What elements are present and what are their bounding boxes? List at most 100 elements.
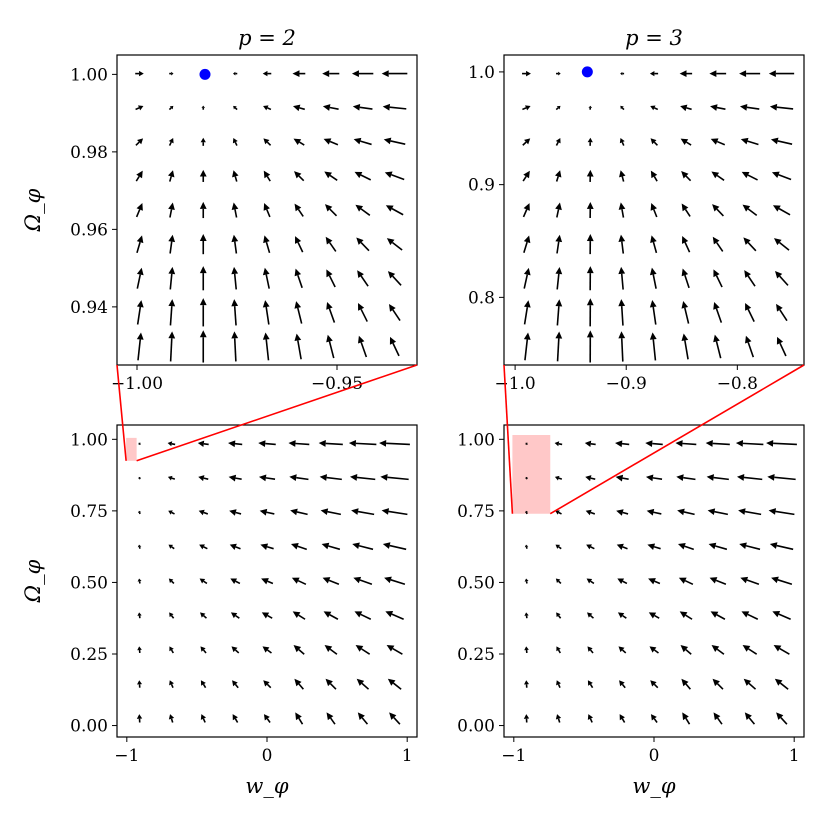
quiver-arrow-head: [294, 203, 302, 212]
quiver-arrow-head: [680, 138, 689, 146]
quiver-arrow-shaft: [716, 717, 723, 725]
quiver-arrow-shaft: [171, 546, 175, 550]
x-tick-label: −1.00: [111, 374, 163, 394]
quiver-arrow-head: [292, 104, 301, 112]
quiver-arrow-shaft: [555, 141, 559, 146]
quiver-arrow-shaft: [357, 510, 375, 516]
quiver-arrow-shaft: [329, 717, 336, 725]
quiver-arrow-head: [325, 678, 333, 687]
quiver-arrow-head: [353, 137, 362, 145]
quiver-arrow-head: [169, 612, 174, 618]
quiver-arrow-head: [168, 299, 176, 307]
quiver-arrow-shaft: [684, 274, 690, 289]
quiver-arrow-head: [357, 270, 364, 278]
quiver-arrow-shaft: [683, 476, 696, 481]
quiver-arrow-head: [232, 138, 238, 144]
quiver-arrow-head: [293, 645, 302, 653]
quiver-arrow-shaft: [235, 580, 241, 585]
quiver-arrow-head: [381, 508, 390, 515]
quiver-arrow-shaft: [556, 209, 560, 218]
quiver-arrow-head: [620, 105, 624, 110]
quiver-arrow-head: [136, 300, 144, 308]
quiver-arrow-head: [136, 267, 144, 276]
quiver-arrow-shaft: [685, 141, 692, 146]
quiver-arrow-head: [706, 474, 715, 481]
quiver-arrow-shaft: [235, 477, 242, 480]
quiver-arrow-shaft: [360, 241, 370, 252]
quiver-arrow-head: [200, 137, 206, 143]
quiver-arrow-head: [232, 680, 238, 687]
quiver-arrow-shaft: [774, 476, 796, 481]
quiver-arrow-head: [137, 646, 142, 651]
quiver-arrow-shaft: [522, 141, 527, 146]
quiver-arrow-shaft: [748, 717, 756, 725]
quiver-arrow-head: [167, 170, 175, 178]
quiver-arrow-shaft: [716, 683, 724, 690]
quiver-arrow-shaft: [747, 275, 756, 287]
quiver-arrow-head: [769, 542, 778, 549]
quiver-arrow-head: [320, 508, 329, 516]
quiver-arrow-shaft: [716, 208, 724, 217]
quiver-arrow-head: [352, 103, 361, 111]
quiver-arrow-shaft: [777, 140, 793, 145]
quiver-arrow-head: [771, 576, 779, 584]
quiver-arrow-head: [710, 104, 718, 111]
quiver-arrow-shaft: [266, 176, 271, 182]
quiver-arrow-head: [389, 712, 397, 720]
quiver-arrow-head: [709, 577, 718, 584]
panel-title: p = 2: [238, 26, 296, 50]
quiver-arrow-shaft: [170, 684, 174, 689]
quiver-arrow-shaft: [746, 106, 760, 110]
quiver-arrow-shaft: [716, 106, 726, 110]
quiver-arrow-head: [616, 509, 624, 516]
y-tick-label: 0.50: [70, 573, 108, 593]
quiver-arrow-head: [768, 508, 777, 515]
quiver-arrow-shaft: [716, 174, 725, 181]
zoom-connector-line: [116, 364, 127, 461]
quiver-arrow-head: [294, 171, 302, 179]
quiver-arrow-head: [168, 510, 173, 515]
quiver-arrow-head: [229, 509, 237, 516]
quiver-arrow-shaft: [168, 176, 172, 182]
quiver-arrow-shaft: [622, 546, 628, 550]
y-tick-label: 0.8: [468, 288, 495, 308]
quiver-arrow-shaft: [716, 614, 726, 620]
quiver-arrow-shaft: [355, 442, 377, 446]
y-tick-label: 0.75: [70, 502, 108, 522]
quiver-arrow-head: [294, 333, 302, 342]
quiver-arrow-shaft: [653, 718, 658, 723]
quiver-arrow-shaft: [555, 176, 559, 182]
quiver-arrow-head: [324, 204, 333, 212]
quiver-arrow-head: [649, 267, 657, 276]
quiver-arrow-shaft: [388, 510, 408, 516]
quiver-arrow-head: [650, 170, 658, 179]
quiver-arrow-head: [232, 714, 238, 721]
quiver-arrow-shaft: [234, 107, 238, 111]
quiver-arrow-head: [261, 612, 270, 619]
quiver-arrow-shaft: [776, 106, 794, 110]
quiver-arrow-shaft: [558, 511, 562, 515]
chart-panel-top-left: −1.00 −0.95 0.94 0.96 0.98 1.00 p = 2 Ω_φ: [21, 26, 418, 394]
quiver-arrow-head: [295, 236, 302, 244]
quiver-arrow-head: [585, 475, 592, 482]
quiver-arrow-head: [771, 171, 780, 178]
quiver-arrow-head: [168, 266, 176, 275]
quiver-arrow-shaft: [747, 613, 759, 620]
quiver-arrow-head: [358, 303, 365, 311]
quiver-arrow-shaft: [170, 718, 174, 723]
quiver-arrow-head: [326, 334, 333, 343]
quiver-arrow-head: [650, 235, 657, 243]
quiver-arrow-head: [318, 440, 326, 447]
quiver-arrow-shaft: [685, 649, 692, 655]
quiver-arrow-head: [348, 439, 357, 447]
quiver-arrow-head: [168, 544, 174, 549]
quiver-arrow-shaft: [298, 614, 306, 620]
y-tick-label: 0.25: [457, 645, 495, 665]
quiver-arrow-head: [555, 170, 562, 178]
quiver-arrow-shaft: [297, 242, 304, 253]
quiver-arrow-shaft: [234, 141, 238, 146]
x-tick-label: −1: [114, 746, 139, 766]
quiver-arrow-head: [554, 441, 560, 447]
quiver-arrow-head: [322, 104, 331, 111]
quiver-arrow-head: [167, 441, 173, 447]
